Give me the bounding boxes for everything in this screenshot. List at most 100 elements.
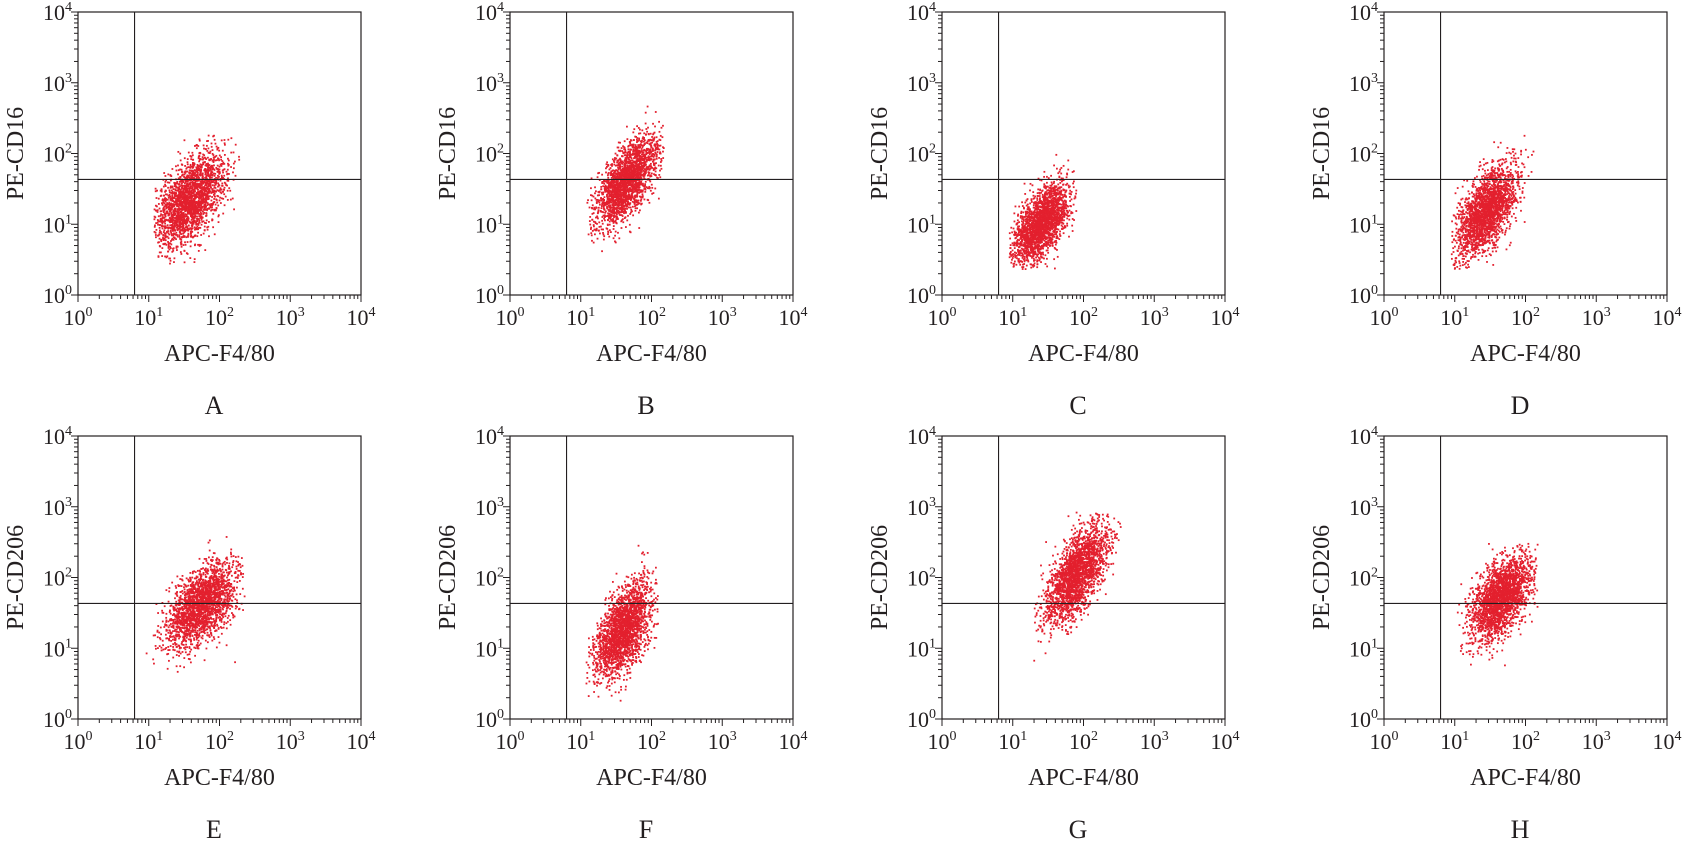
event-point — [195, 177, 198, 180]
event-point — [222, 168, 225, 171]
event-point — [205, 180, 208, 182]
event-point — [163, 202, 166, 205]
event-point — [590, 226, 593, 229]
event-point — [644, 180, 647, 183]
event-point — [199, 207, 202, 210]
event-point — [203, 186, 206, 188]
panel-caption: A — [205, 391, 224, 420]
event-point — [189, 245, 192, 248]
event-point — [205, 196, 208, 198]
event-point — [207, 185, 210, 188]
event-point — [218, 184, 221, 187]
event-point — [172, 238, 175, 241]
event-point — [204, 179, 207, 182]
event-point — [198, 185, 201, 188]
event-point — [156, 219, 159, 221]
event-point — [619, 141, 622, 144]
event-point — [210, 209, 212, 212]
event-point — [634, 156, 637, 159]
event-point — [193, 213, 195, 215]
event-point — [649, 151, 652, 154]
event-point — [169, 221, 172, 224]
event-point — [636, 207, 639, 210]
event-point — [178, 197, 181, 200]
event-point — [206, 174, 208, 176]
event-point — [1043, 175, 1045, 178]
event-point — [641, 193, 644, 196]
x-tick-label: 102 — [637, 305, 666, 330]
event-point — [199, 211, 202, 214]
event-point — [227, 159, 230, 162]
event-point — [177, 169, 180, 172]
event-point — [202, 144, 205, 147]
event-point — [644, 111, 647, 114]
event-point — [623, 208, 626, 211]
event-point — [175, 199, 177, 202]
event-point — [197, 190, 199, 193]
event-point — [646, 198, 649, 201]
event-point — [199, 200, 202, 203]
event-point — [650, 146, 653, 149]
event-point — [163, 209, 166, 212]
event-point — [153, 218, 156, 221]
event-point — [185, 204, 188, 206]
event-point — [217, 158, 220, 160]
event-point — [605, 202, 608, 205]
event-point — [180, 253, 183, 255]
event-point — [170, 192, 173, 194]
event-point — [192, 216, 195, 219]
event-point — [591, 206, 593, 209]
event-point — [641, 155, 644, 158]
event-point — [158, 226, 161, 229]
event-point — [185, 213, 188, 216]
event-point — [205, 201, 207, 204]
event-point — [658, 120, 660, 123]
event-point — [610, 176, 613, 179]
event-point — [589, 223, 592, 226]
event-point — [627, 188, 630, 191]
event-point — [220, 197, 223, 200]
event-point — [220, 165, 223, 167]
event-point — [187, 232, 190, 235]
event-point — [1043, 170, 1046, 173]
event-point — [630, 208, 633, 211]
event-point — [626, 207, 628, 210]
event-point — [635, 164, 638, 166]
event-point — [607, 212, 609, 215]
event-point — [159, 210, 162, 213]
event-point — [204, 194, 207, 197]
event-point — [156, 209, 159, 212]
event-point — [605, 167, 607, 170]
event-point — [606, 161, 609, 164]
event-point — [196, 210, 199, 213]
event-point — [634, 152, 637, 155]
event-point — [198, 197, 201, 200]
event-point — [196, 182, 198, 185]
event-point — [208, 180, 211, 183]
event-point — [187, 224, 190, 227]
event-point — [650, 183, 653, 186]
event-point — [618, 194, 621, 197]
event-point — [630, 195, 633, 198]
event-point — [189, 191, 192, 194]
event-point — [196, 235, 199, 238]
event-point — [201, 206, 203, 209]
event-point — [214, 195, 216, 198]
event-point — [205, 222, 207, 224]
event-point — [206, 150, 209, 152]
event-point — [191, 199, 194, 202]
event-point — [212, 212, 215, 215]
event-point — [161, 255, 164, 257]
event-point — [194, 228, 197, 230]
event-point — [644, 122, 647, 125]
event-point — [597, 209, 600, 212]
event-point — [210, 166, 213, 169]
event-point — [195, 166, 198, 169]
event-point — [190, 221, 193, 224]
event-point — [165, 179, 168, 182]
event-point — [608, 223, 611, 226]
event-point — [180, 168, 183, 171]
event-point — [586, 201, 589, 204]
event-point — [223, 142, 226, 145]
event-point — [203, 147, 205, 150]
